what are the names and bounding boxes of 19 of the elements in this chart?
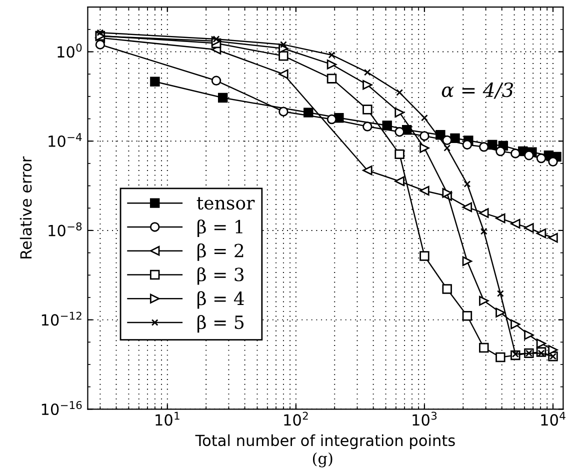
- x-tick-label: 10$^{3}$: [412, 412, 437, 426]
- y-tick-label: 10$^{−16}$: [42, 401, 82, 416]
- y-tick-label: 10$^{−12}$: [42, 312, 82, 326]
- legend-label: β = 1: [198, 219, 242, 238]
- y-tick-label: 10$^{−4}$: [48, 133, 82, 148]
- x-tick-label: 10$^{4}$: [541, 412, 566, 426]
- legend-label: β = 5: [198, 315, 244, 333]
- legend-label: β = 4: [198, 291, 244, 309]
- y-tick-label: 10$^{−8}$: [48, 222, 82, 236]
- legend-label: β = 2: [198, 243, 244, 261]
- x-axis-title: Total number of integration points: [195, 434, 455, 450]
- x-tick-label: 10$^{2}$: [284, 412, 308, 426]
- legend-label: tensor: [196, 197, 255, 210]
- text: (g): [312, 452, 332, 468]
- y-tick-label: 10$^{0}$: [58, 44, 82, 58]
- legend-label: β = 3: [198, 267, 244, 285]
- annotation: α = 4/3: [442, 82, 513, 99]
- y-axis-title: Relative error: [20, 156, 32, 258]
- x-tick-label: 10$^{1}$: [156, 412, 180, 426]
